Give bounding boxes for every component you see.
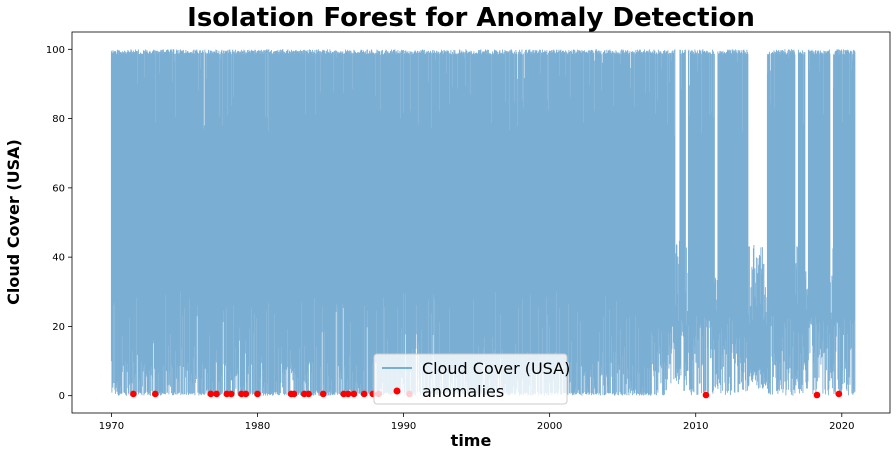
y-tick-label: 0: [59, 391, 65, 402]
y-tick-label: 60: [52, 183, 65, 194]
cloud-cover-series: [110, 49, 856, 396]
anomaly-point: [350, 390, 358, 398]
y-tick-label: 20: [52, 322, 65, 333]
y-tick-label: 100: [46, 45, 65, 56]
cloud-cover-line: [110, 49, 856, 396]
x-axis: 1970 1980 1990 2000 2010 2020: [99, 413, 855, 432]
y-axis: 0 20 40 60 80 100: [46, 45, 72, 402]
legend-marker-swatch: [393, 387, 401, 395]
anomaly-point: [319, 390, 327, 398]
y-tick-label: 40: [52, 253, 65, 264]
anomaly-point: [344, 390, 352, 398]
anomaly-point: [227, 390, 235, 398]
anomaly-point: [242, 390, 250, 398]
anomaly-point: [835, 390, 843, 398]
x-tick-label: 2020: [829, 421, 854, 432]
x-tick-label: 1980: [245, 421, 270, 432]
y-axis-label: Cloud Cover (USA): [4, 139, 23, 305]
x-tick-label: 1990: [391, 421, 416, 432]
x-tick-label: 2000: [537, 421, 562, 432]
anomaly-point: [207, 390, 215, 398]
legend-box: [373, 353, 568, 405]
plot-frame: [71, 31, 891, 414]
legend-entry-cloud-cover: Cloud Cover (USA): [422, 359, 570, 378]
legend: Cloud Cover (USA) anomalies: [373, 353, 570, 405]
anomaly-point: [813, 391, 821, 399]
x-tick-label: 2010: [683, 421, 708, 432]
anomaly-point: [213, 390, 220, 398]
x-tick-label: 1970: [99, 421, 124, 432]
legend-entry-anomalies: anomalies: [422, 382, 504, 401]
anomaly-point: [290, 390, 298, 398]
anomaly-point: [151, 390, 159, 398]
anomaly-point: [360, 390, 368, 398]
chart-title: Isolation Forest for Anomaly Detection: [187, 3, 755, 33]
y-tick-label: 80: [52, 114, 65, 125]
anomaly-point: [702, 391, 710, 399]
anomaly-point: [130, 390, 137, 398]
x-axis-label: time: [451, 431, 492, 450]
anomaly-point: [305, 390, 312, 398]
anomaly-point: [254, 390, 261, 398]
